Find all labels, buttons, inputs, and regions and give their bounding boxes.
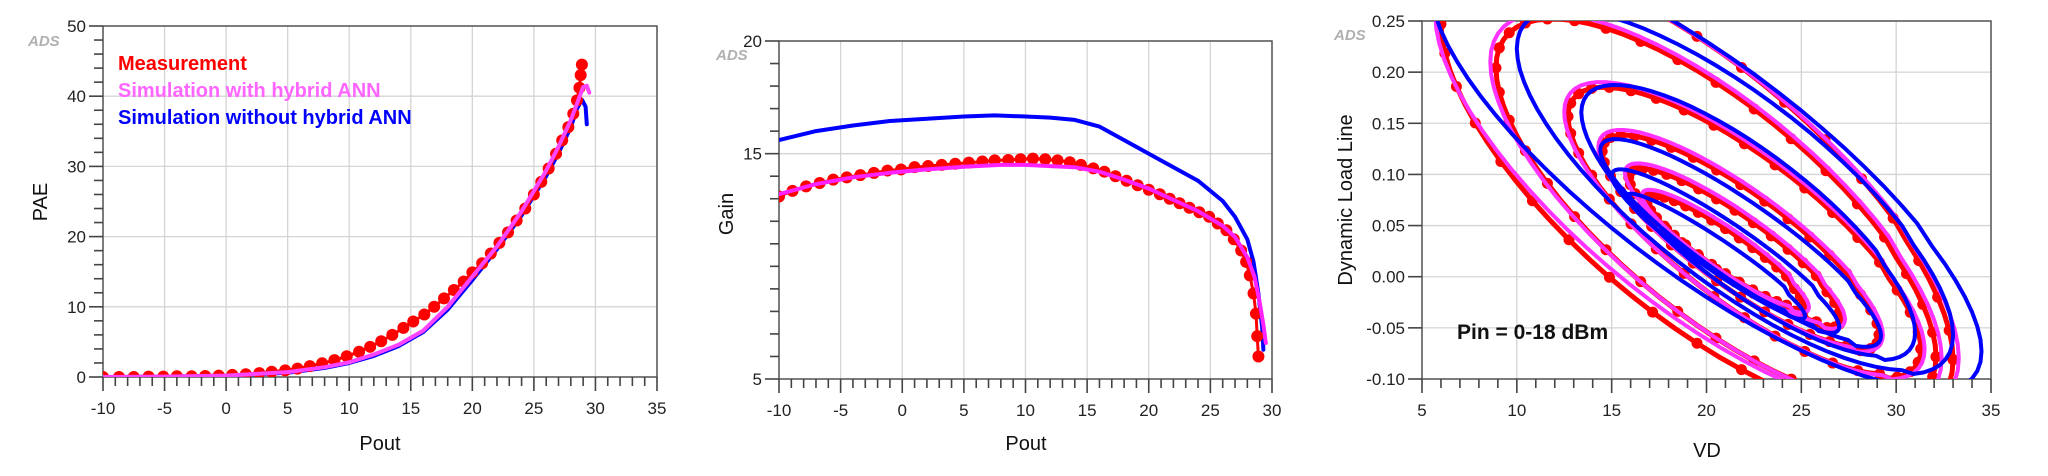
x-tick-label: 15 [401,399,420,418]
y-tick-label: 30 [67,157,86,176]
y-tick-label: 20 [743,32,762,51]
pae-y-axis-title: PAE [30,183,52,222]
x-tick-label: 25 [1792,401,1811,420]
x-tick-label: 20 [1139,401,1158,420]
ads-watermark-3: ADS [1333,27,1366,44]
gain-chart: -10 -5 0 5 10 15 20 25 30 5 15 20 [743,32,1281,420]
series-simulation-without-hybrid-ann [103,97,589,377]
y-tick-label: -0.05 [1366,319,1405,338]
series-simulation-with-hybrid-ann [779,162,1268,345]
y-tick-label: 0.05 [1372,217,1405,236]
load-line-x-axis-title: VD [1693,440,1721,462]
x-tick-label: 5 [959,401,968,420]
y-tick-label: 0.00 [1372,268,1405,287]
legend: Measurement Simulation with hybrid ANN S… [118,53,412,129]
x-tick-label: 30 [586,399,605,418]
y-tick-label: 0 [77,368,86,387]
y-tick-label: 10 [67,298,86,317]
y-tick-label: 20 [67,228,86,247]
y-tick-label: 40 [67,87,86,106]
x-tick-label: 30 [1887,401,1906,420]
x-tick-label: 5 [283,399,292,418]
plot-frame [102,25,658,378]
y-axis: 5 15 20 [743,32,779,389]
pae-chart: -10 -5 0 5 10 15 20 25 30 35 0 10 20 30 40 50 [67,17,666,418]
gain-x-axis-title: Pout [1005,433,1047,455]
y-tick-label: 0.15 [1372,114,1405,133]
x-tick-label: 10 [1507,401,1526,420]
x-tick-label: -10 [91,399,116,418]
series-layer [103,58,592,377]
load-line-y-axis-title: Dynamic Load Line [1335,114,1357,285]
y-tick-label: -0.10 [1366,370,1405,389]
y-axis: 0 10 20 30 40 50 [67,17,103,387]
x-tick-label: 25 [1201,401,1220,420]
legend-sim-without-hybrid-ann: Simulation without hybrid ANN [118,107,412,129]
x-tick-label: 0 [221,399,230,418]
x-tick-label: 30 [1263,401,1282,420]
ads-watermark-1: ADS [27,33,60,50]
x-axis: -10 -5 0 5 10 15 20 25 30 35 [91,377,667,418]
x-tick-label: 10 [340,399,359,418]
series-simulation-without-hybrid-ann [1435,21,1984,379]
series-simulation-with-hybrid-ann [103,83,592,377]
x-tick-label: -5 [157,399,172,418]
y-tick-label: 15 [743,145,762,164]
series-layer [779,113,1268,363]
x-tick-label: 35 [1982,401,2001,420]
series-simulation-with-hybrid-ann [1433,21,1961,379]
x-tick-label: 25 [524,399,543,418]
x-tick-label: -10 [767,401,792,420]
x-tick-label: -5 [833,401,848,420]
x-tick-label: 15 [1602,401,1621,420]
pae-x-axis-title: Pout [359,433,401,455]
gain-y-axis-title: Gain [716,193,738,235]
legend-sim-hybrid-ann: Simulation with hybrid ANN [118,80,381,102]
y-tick-label: 5 [753,370,762,389]
x-tick-label: 20 [463,399,482,418]
series-simulation-without-hybrid-ann [779,113,1266,352]
gridlines [102,25,658,378]
series-layer [1433,21,1984,379]
y-tick-label: 0.10 [1372,165,1405,184]
y-tick-label: 50 [67,17,86,36]
x-tick-label: 0 [898,401,907,420]
x-tick-label: 10 [1016,401,1035,420]
y-axis: -0.10 -0.05 0.00 0.05 0.10 0.15 0.20 0.25 [1366,12,1422,389]
y-tick-label: 0.20 [1372,63,1405,82]
series-measurement [779,152,1265,363]
pin-annotation: Pin = 0-18 dBm [1457,321,1608,344]
x-tick-label: 5 [1417,401,1426,420]
ads-watermark-2: ADS [715,47,748,64]
x-tick-label: 20 [1697,401,1716,420]
x-axis: -10 -5 0 5 10 15 20 25 30 [767,379,1282,420]
x-tick-label: 35 [648,399,667,418]
y-tick-label: 0.25 [1372,12,1405,31]
legend-measurement: Measurement [118,53,247,75]
x-axis: 5 10 15 20 25 30 35 [1417,379,2000,420]
load-line-chart: 5 10 15 20 25 30 35 -0.10 -0.05 0.00 0.05 0.10 0.15 0… [1366,12,2000,420]
x-tick-label: 15 [1078,401,1097,420]
